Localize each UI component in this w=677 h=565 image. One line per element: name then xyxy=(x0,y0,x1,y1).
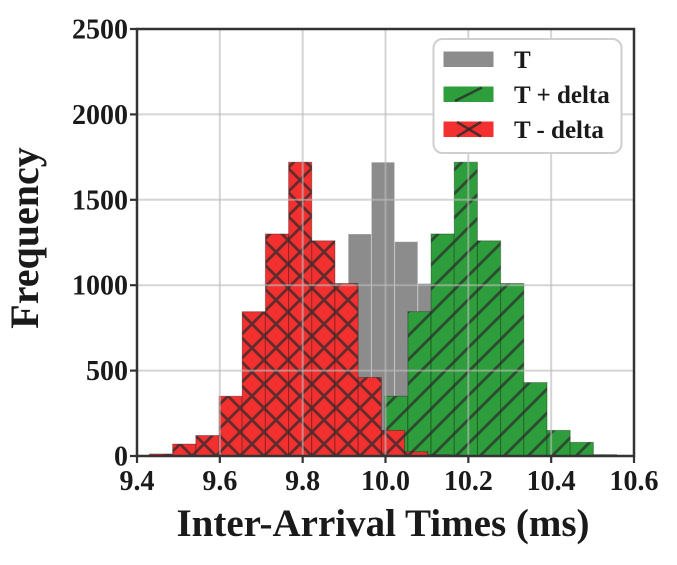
y-tick-label: 2500 xyxy=(72,15,128,46)
histogram-bar-hatch xyxy=(407,311,432,456)
x-tick-label: 10.0 xyxy=(361,466,410,497)
legend-swatch-t xyxy=(443,51,494,67)
legend-entry-t-plus-delta: T + delta xyxy=(443,82,610,109)
x-axis-title: Inter-Arrival Times (ms) xyxy=(176,502,589,545)
histogram-bar-hatch xyxy=(570,442,594,456)
legend-swatch-diagonal-hatch xyxy=(454,86,483,103)
tick-labels: 9.4 9.6 9.8 10.0 10.2 10.4 10.6 0 500 1000 1500 200… xyxy=(72,15,659,498)
legend-entry-t: T xyxy=(443,47,531,74)
histogram-bar-hatch xyxy=(172,444,196,456)
x-tick-label: 10.6 xyxy=(610,466,659,497)
histogram-bar-hatch xyxy=(358,377,382,456)
y-tick-label: 1500 xyxy=(72,185,128,216)
x-tick-label: 9.8 xyxy=(285,466,320,497)
legend-entry-t-minus-delta: T - delta xyxy=(443,117,604,144)
histogram-bar-hatch xyxy=(288,162,312,456)
histogram-bar-hatch xyxy=(431,233,455,456)
histogram-bar-hatch xyxy=(265,233,289,456)
histogram-bar-hatch xyxy=(523,382,548,456)
legend-label-t-minus-delta: T - delta xyxy=(514,117,604,144)
legend-label-t-plus-delta: T + delta xyxy=(514,82,610,109)
legend-swatch-cross-hatch-2 xyxy=(456,120,482,138)
legend-label-t: T xyxy=(514,47,531,74)
x-tick-label: 10.4 xyxy=(527,466,576,497)
histogram-bar-hatch xyxy=(195,435,220,456)
y-tick-label: 0 xyxy=(114,442,128,473)
histogram-bar-hatch xyxy=(547,430,571,456)
y-tick-label: 500 xyxy=(86,356,128,387)
y-tick-label: 2000 xyxy=(72,100,128,131)
histogram-bar-hatch xyxy=(242,311,266,456)
histogram-bar-hatch xyxy=(454,162,478,456)
legend: T T + delta T - delta xyxy=(432,38,623,154)
x-tick-label: 9.6 xyxy=(202,466,237,497)
x-tick-label: 10.2 xyxy=(444,466,493,497)
x-tick-label: 9.4 xyxy=(120,466,155,497)
y-tick-label: 1000 xyxy=(72,271,128,302)
histogram-bar-hatch xyxy=(404,451,428,456)
histogram-bar-hatch xyxy=(219,396,243,456)
histogram-bar-hatch xyxy=(477,240,501,456)
y-axis-title: Frequency xyxy=(2,147,47,328)
histogram-bar-hatch xyxy=(311,240,335,456)
histogram-bar-hatch xyxy=(381,430,405,456)
axes-layer xyxy=(130,27,636,463)
